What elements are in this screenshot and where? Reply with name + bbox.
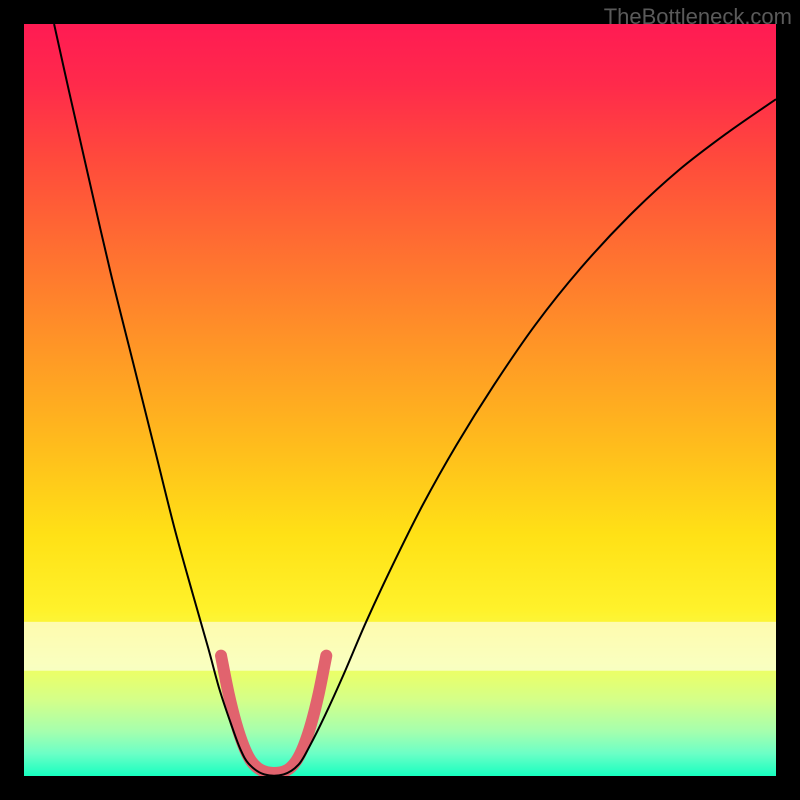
- plot-area: [24, 24, 776, 776]
- chart-svg: [24, 24, 776, 776]
- watermark-text: TheBottleneck.com: [604, 4, 792, 30]
- highlight-band: [24, 622, 776, 671]
